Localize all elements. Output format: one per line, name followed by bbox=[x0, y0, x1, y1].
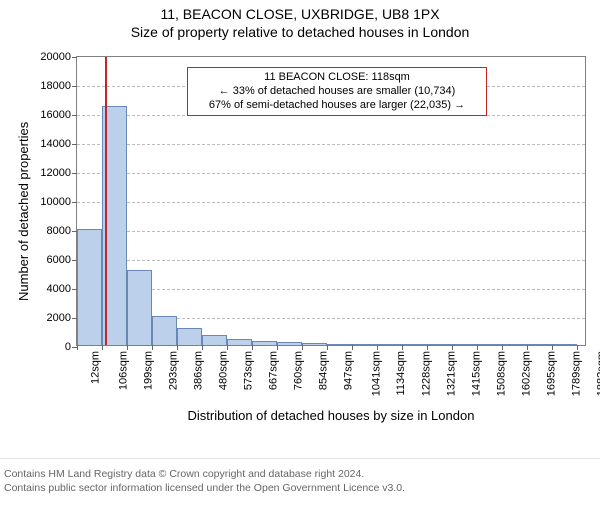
reference-line bbox=[105, 57, 107, 345]
footer-line1: Contains HM Land Registry data © Crown c… bbox=[4, 467, 596, 481]
ytick-label: 18000 bbox=[40, 80, 77, 92]
histogram-bar bbox=[427, 344, 452, 345]
xtick-mark bbox=[202, 345, 203, 350]
xtick-mark bbox=[227, 345, 228, 350]
histogram-bar bbox=[527, 344, 552, 345]
histogram-bar bbox=[477, 344, 502, 345]
gridline bbox=[77, 289, 585, 290]
histogram-bar bbox=[302, 343, 327, 345]
xtick-mark bbox=[402, 345, 403, 350]
xtick-mark bbox=[577, 345, 578, 350]
ytick-label: 20000 bbox=[40, 51, 77, 63]
xtick-label: 386sqm bbox=[193, 351, 205, 390]
ytick-label: 14000 bbox=[40, 138, 77, 150]
title-subtitle: Size of property relative to detached ho… bbox=[0, 24, 600, 40]
xtick-mark bbox=[152, 345, 153, 350]
ytick-label: 10000 bbox=[40, 196, 77, 208]
xtick-label: 1228sqm bbox=[421, 351, 433, 396]
xtick-mark bbox=[327, 345, 328, 350]
xtick-mark bbox=[277, 345, 278, 350]
chart-title: 11, BEACON CLOSE, UXBRIDGE, UB8 1PX Size… bbox=[0, 6, 600, 40]
histogram-bar bbox=[152, 316, 177, 345]
xtick-label: 667sqm bbox=[268, 351, 280, 390]
xtick-mark bbox=[427, 345, 428, 350]
histogram-bar bbox=[277, 342, 302, 345]
annotation-line: ← 33% of detached houses are smaller (10… bbox=[194, 85, 480, 99]
annotation-box: 11 BEACON CLOSE: 118sqm← 33% of detached… bbox=[187, 67, 487, 116]
xtick-mark bbox=[477, 345, 478, 350]
annotation-line: 11 BEACON CLOSE: 118sqm bbox=[194, 71, 480, 85]
ytick-label: 6000 bbox=[47, 254, 77, 266]
xtick-label: 480sqm bbox=[218, 351, 230, 390]
histogram-bar bbox=[502, 344, 527, 345]
ytick-label: 16000 bbox=[40, 109, 77, 121]
xtick-label: 12sqm bbox=[90, 351, 102, 384]
xtick-mark bbox=[302, 345, 303, 350]
ytick-label: 12000 bbox=[40, 167, 77, 179]
gridline bbox=[77, 231, 585, 232]
xtick-label: 199sqm bbox=[143, 351, 155, 390]
gridline bbox=[77, 260, 585, 261]
plot-area: 0200040006000800010000120001400016000180… bbox=[76, 56, 586, 346]
histogram-bar bbox=[77, 229, 102, 345]
x-axis-label: Distribution of detached houses by size … bbox=[76, 408, 586, 423]
histogram-bar bbox=[177, 328, 202, 345]
ytick-label: 8000 bbox=[47, 225, 77, 237]
xtick-label: 1415sqm bbox=[471, 351, 483, 396]
xtick-mark bbox=[377, 345, 378, 350]
xtick-mark bbox=[252, 345, 253, 350]
histogram-bar bbox=[402, 344, 427, 345]
xtick-label: 1134sqm bbox=[395, 351, 407, 395]
histogram-bar bbox=[227, 339, 252, 345]
xtick-label: 1695sqm bbox=[545, 351, 557, 396]
title-address: 11, BEACON CLOSE, UXBRIDGE, UB8 1PX bbox=[0, 6, 600, 22]
xtick-mark bbox=[177, 345, 178, 350]
gridline bbox=[77, 144, 585, 145]
xtick-mark bbox=[527, 345, 528, 350]
histogram-bar bbox=[552, 344, 577, 345]
xtick-label: 760sqm bbox=[292, 351, 304, 390]
xtick-label: 1508sqm bbox=[495, 351, 507, 396]
histogram-bar bbox=[452, 344, 477, 345]
ytick-label: 0 bbox=[65, 341, 77, 353]
chart-container: Number of detached properties 0200040006… bbox=[0, 50, 600, 450]
xtick-label: 1041sqm bbox=[371, 351, 383, 396]
xtick-mark bbox=[77, 345, 78, 350]
xtick-label: 854sqm bbox=[318, 351, 330, 390]
xtick-label: 1789sqm bbox=[571, 351, 583, 396]
xtick-label: 293sqm bbox=[168, 351, 180, 390]
xtick-label: 1602sqm bbox=[521, 351, 533, 396]
footer-line2: Contains public sector information licen… bbox=[4, 481, 596, 495]
footer-attribution: Contains HM Land Registry data © Crown c… bbox=[0, 458, 600, 506]
xtick-mark bbox=[102, 345, 103, 350]
xtick-label: 947sqm bbox=[342, 351, 354, 390]
ytick-label: 2000 bbox=[47, 312, 77, 324]
annotation-line: 67% of semi-detached houses are larger (… bbox=[194, 99, 480, 113]
histogram-bar bbox=[252, 341, 277, 345]
xtick-mark bbox=[502, 345, 503, 350]
gridline bbox=[77, 202, 585, 203]
histogram-bar bbox=[327, 344, 352, 345]
xtick-mark bbox=[352, 345, 353, 350]
histogram-bar bbox=[127, 270, 152, 345]
xtick-mark bbox=[552, 345, 553, 350]
ytick-label: 4000 bbox=[47, 283, 77, 295]
xtick-mark bbox=[127, 345, 128, 350]
xtick-label: 1321sqm bbox=[446, 351, 458, 396]
y-axis-label: Number of detached properties bbox=[16, 122, 31, 301]
histogram-bar bbox=[352, 344, 377, 345]
xtick-label: 573sqm bbox=[243, 351, 255, 390]
xtick-mark bbox=[452, 345, 453, 350]
xtick-label: 1882sqm bbox=[595, 351, 600, 396]
xtick-label: 106sqm bbox=[118, 351, 130, 390]
histogram-bar bbox=[202, 335, 227, 345]
histogram-bar bbox=[377, 344, 402, 345]
gridline bbox=[77, 173, 585, 174]
